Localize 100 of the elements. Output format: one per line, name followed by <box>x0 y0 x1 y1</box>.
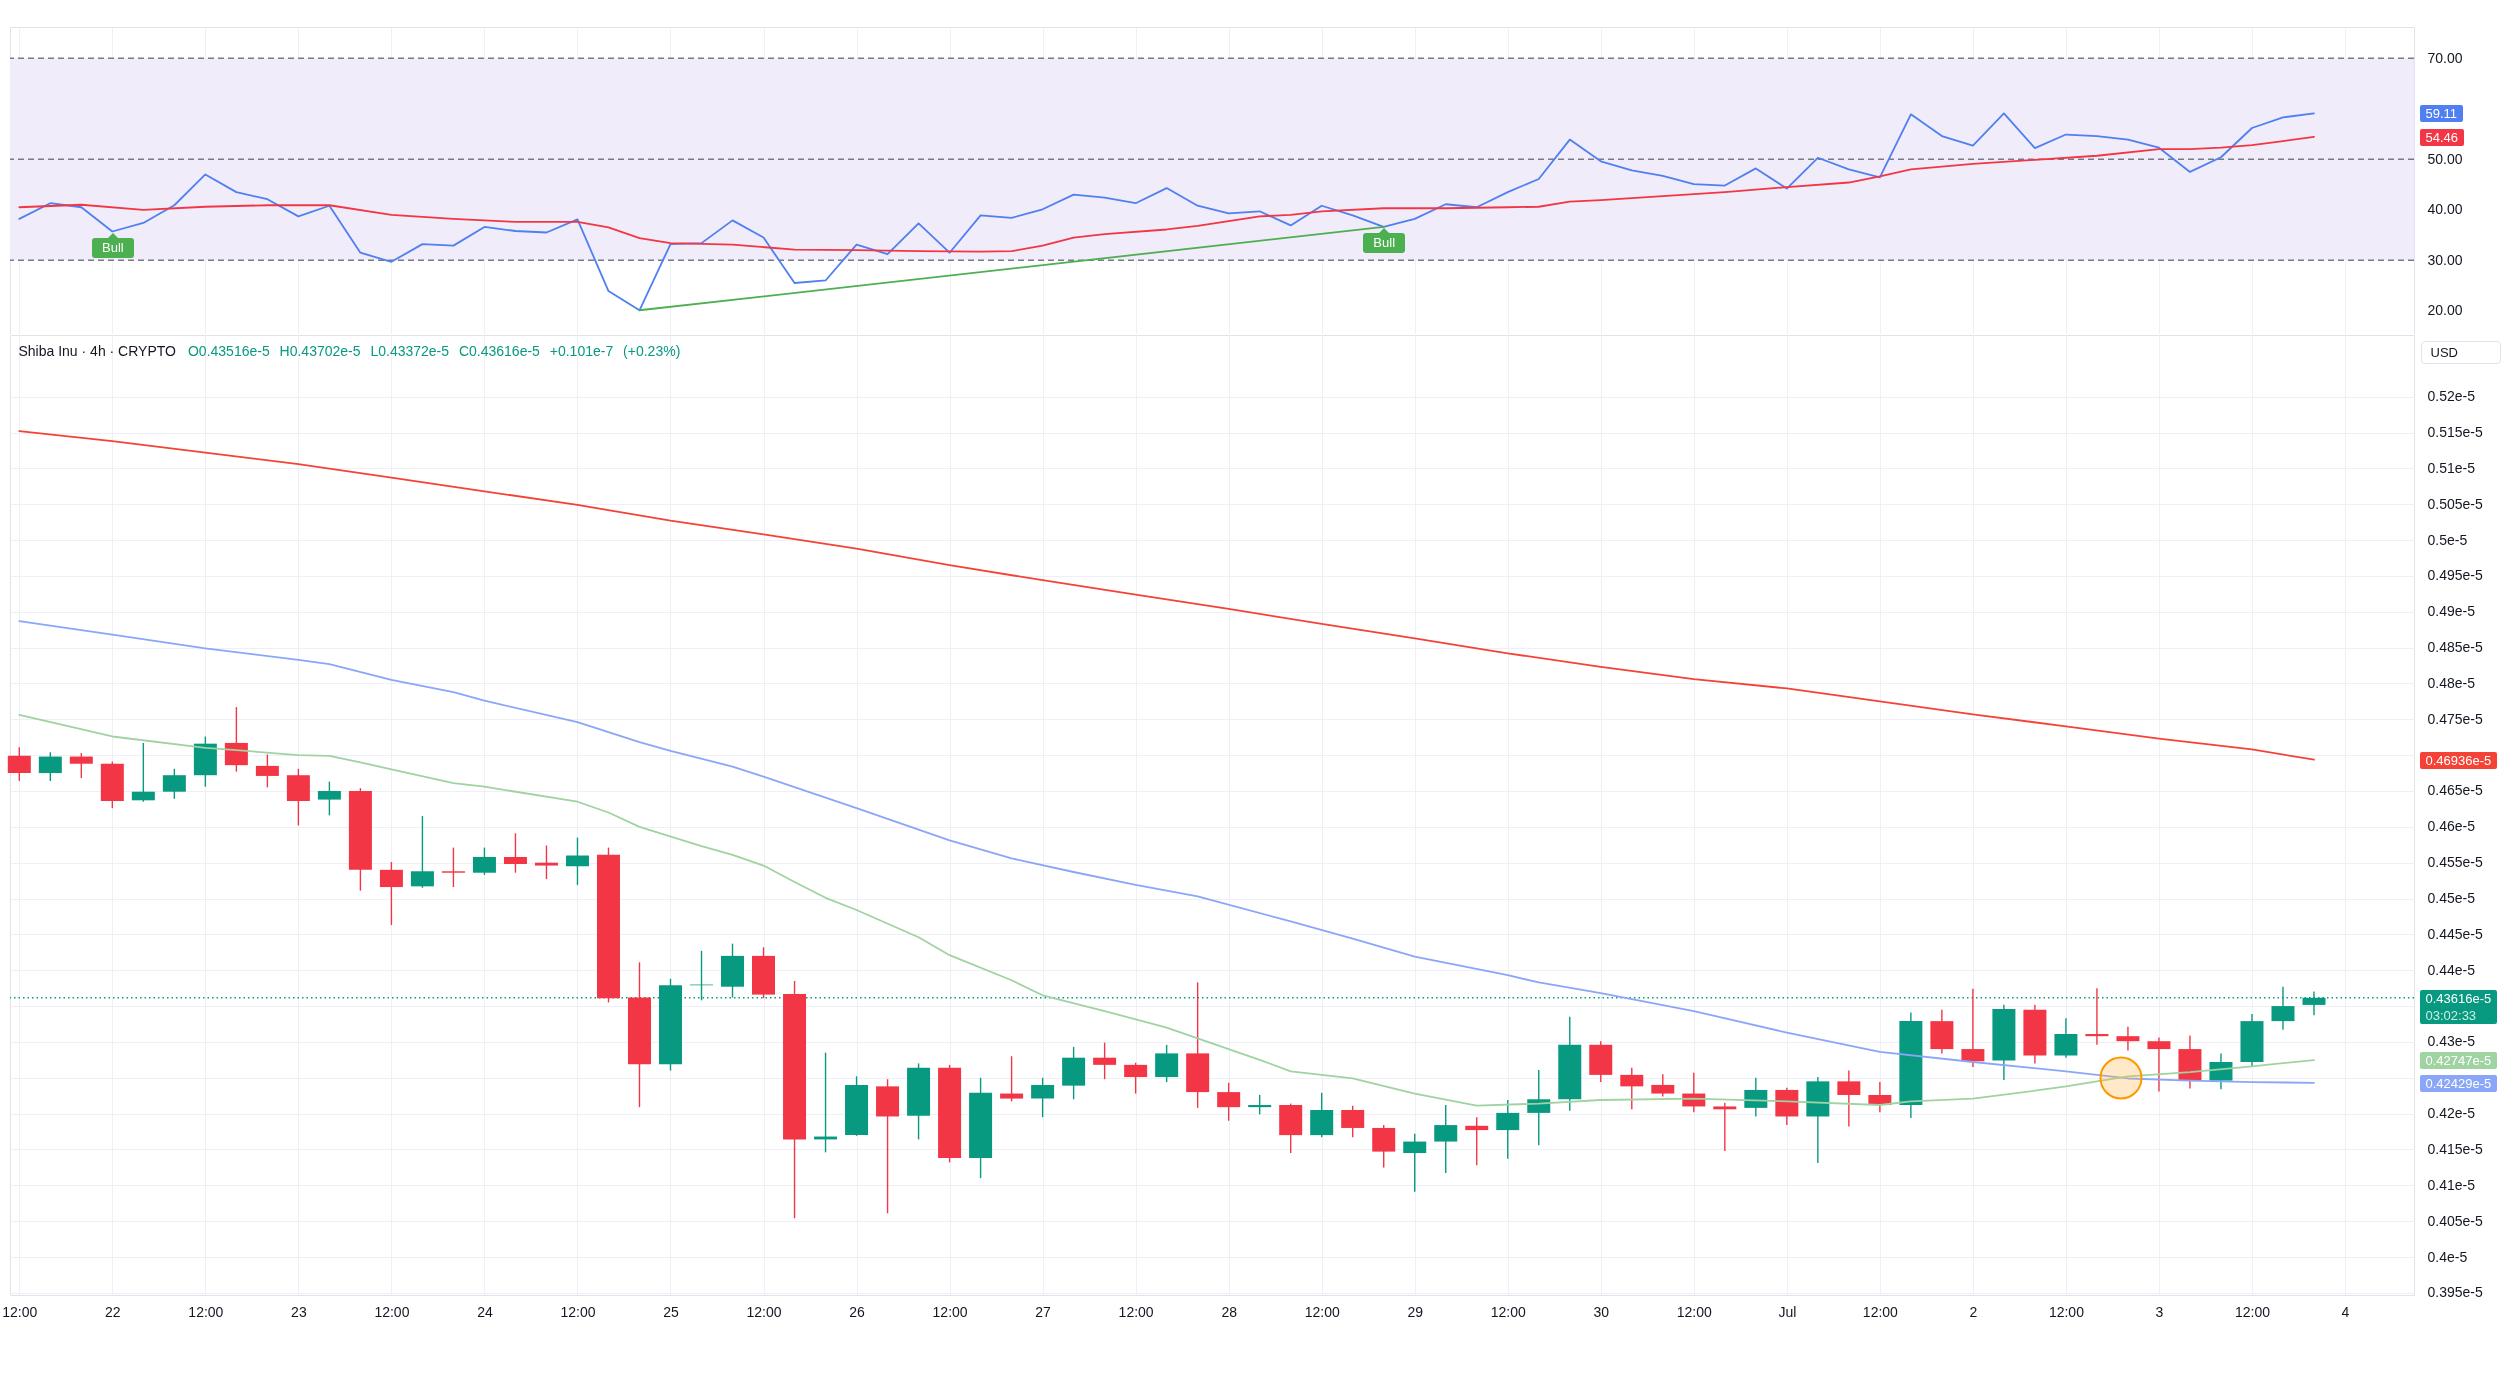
candlestick <box>162 768 186 800</box>
x-tick-label: 25 <box>663 1303 679 1320</box>
candlestick <box>69 752 93 779</box>
candlestick <box>472 846 496 876</box>
x-tick-label: 27 <box>1035 1303 1052 1320</box>
x-tick-label: 12:00 <box>1118 1303 1154 1320</box>
candlestick <box>1093 1041 1117 1080</box>
x-tick-label: 2 <box>1969 1303 1978 1320</box>
y-tick-label: 20.00 <box>2427 302 2463 319</box>
price-tag: 59.11 <box>2419 105 2464 123</box>
y-tick-label: 0.495e-5 <box>2427 567 2483 584</box>
x-tick-label: Jul <box>1778 1303 1797 1320</box>
x-tick-label: 23 <box>291 1303 307 1320</box>
candlestick <box>1403 1132 1427 1193</box>
x-tick-label: 12:00 <box>2234 1303 2271 1320</box>
y-tick-label: 0.52e-5 <box>2427 388 2476 405</box>
y-tick-label: 70.00 <box>2427 49 2463 66</box>
candlestick <box>1248 1094 1272 1116</box>
price-tag: 0.46936e-5 <box>2419 751 2498 769</box>
candlestick <box>1155 1044 1179 1083</box>
y-tick-label: 0.45e-5 <box>2427 890 2476 907</box>
candlestick <box>379 861 403 926</box>
price-tag: 0.43616e-5 03:02:33 <box>2419 989 2498 1024</box>
candlestick <box>1217 1082 1241 1122</box>
candlestick <box>224 706 248 773</box>
candlestick <box>410 815 434 889</box>
x-tick-label: 12:00 <box>2048 1303 2085 1320</box>
x-tick-label: 12:00 <box>746 1303 782 1320</box>
y-tick-label: 0.43e-5 <box>2427 1033 2476 1050</box>
candlestick <box>1434 1104 1458 1174</box>
y-tick-label: 0.5e-5 <box>2427 531 2468 548</box>
x-tick-label: 12:00 <box>560 1303 596 1320</box>
y-tick-label: 0.4e-5 <box>2427 1248 2468 1265</box>
y-tick-label: 0.475e-5 <box>2427 710 2483 727</box>
text: Shiba Inu · 4h · CRYPTO <box>18 342 176 359</box>
x-tick-label: 26 <box>849 1303 866 1320</box>
candlestick <box>1651 1073 1675 1098</box>
y-tick-label: 0.505e-5 <box>2427 495 2483 512</box>
y-tick-label: 0.48e-5 <box>2427 674 2476 691</box>
candlestick <box>2085 987 2109 1046</box>
candlestick <box>1031 1077 1055 1118</box>
x-tick-label: 12:00 <box>1862 1303 1899 1320</box>
price-tag: 0.42429e-5 <box>2419 1074 2498 1092</box>
candlestick <box>1372 1124 1396 1169</box>
y-axis-title: USD <box>2430 344 2458 360</box>
candlestick <box>565 836 589 886</box>
candlestick <box>1620 1067 1644 1111</box>
candlestick <box>38 751 62 782</box>
y-tick-label: 0.455e-5 <box>2427 854 2483 871</box>
y-tick-label: 0.51e-5 <box>2427 459 2476 476</box>
x-tick-label: 12:00 <box>2 1303 38 1320</box>
candlestick <box>1000 1055 1024 1103</box>
candlestick <box>7 746 31 782</box>
y-tick-label: 0.46e-5 <box>2427 818 2476 835</box>
candlestick <box>1124 1062 1148 1095</box>
y-tick-label: 40.00 <box>2427 201 2463 218</box>
candlestick <box>1341 1105 1365 1138</box>
y-tick-label: 0.445e-5 <box>2427 925 2483 942</box>
y-tick-label: 0.415e-5 <box>2427 1140 2483 1157</box>
price-tag: 0.42747e-5 <box>2419 1052 2498 1070</box>
text: O0.43516e-5 H0.43702e-5 L0.43372e-5 C0.43616e-5 +0.101e-7 (+0.23%) <box>187 342 681 359</box>
y-tick-label: 50.00 <box>2427 150 2463 167</box>
x-tick-label: 30 <box>1593 1303 1610 1320</box>
x-tick-label: 24 <box>477 1303 493 1320</box>
candlestick <box>1465 1116 1489 1166</box>
x-tick-label: 29 <box>1407 1303 1424 1320</box>
price-tag: 54.46 <box>2419 128 2465 146</box>
candlestick <box>1961 988 1985 1068</box>
annotation: Bull <box>1363 233 1406 254</box>
candlestick <box>2054 1017 2078 1059</box>
x-tick-label: 12:00 <box>374 1303 410 1320</box>
candlestick <box>317 780 341 817</box>
x-tick-label: 12:00 <box>932 1303 968 1320</box>
candlestick <box>503 832 527 874</box>
x-tick-label: 12:00 <box>1304 1303 1340 1320</box>
unit-box: USD <box>2420 340 2501 364</box>
candlestick <box>255 753 279 789</box>
x-tick-label: 28 <box>1221 1303 1238 1320</box>
candlestick <box>2271 986 2295 1031</box>
y-tick-label: 0.49e-5 <box>2427 603 2476 620</box>
y-tick-label: 0.41e-5 <box>2427 1176 2476 1193</box>
x-tick-label: 12:00 <box>1490 1303 1526 1320</box>
y-tick-label: 30.00 <box>2427 251 2463 268</box>
x-tick-label: 12:00 <box>1676 1303 1713 1320</box>
x-tick-label: 22 <box>105 1303 121 1320</box>
y-tick-label: 0.42e-5 <box>2427 1105 2476 1122</box>
y-tick-label: 0.44e-5 <box>2427 961 2476 978</box>
candlestick <box>131 742 155 803</box>
candlestick <box>1713 1102 1737 1152</box>
candlestick <box>441 846 465 888</box>
x-tick-label: 12:00 <box>188 1303 224 1320</box>
x-tick-label: 4 <box>2341 1303 2350 1320</box>
ref-line-label: 0.43616e-5 <box>2425 989 2492 1007</box>
candlestick <box>2116 1026 2140 1052</box>
candlestick <box>1496 1099 1520 1160</box>
line-series <box>18 112 2315 312</box>
y-tick-label: 0.515e-5 <box>2427 424 2483 441</box>
candlestick <box>1837 1069 1861 1128</box>
y-tick-label: 0.485e-5 <box>2427 639 2483 656</box>
candlestick <box>534 844 558 880</box>
